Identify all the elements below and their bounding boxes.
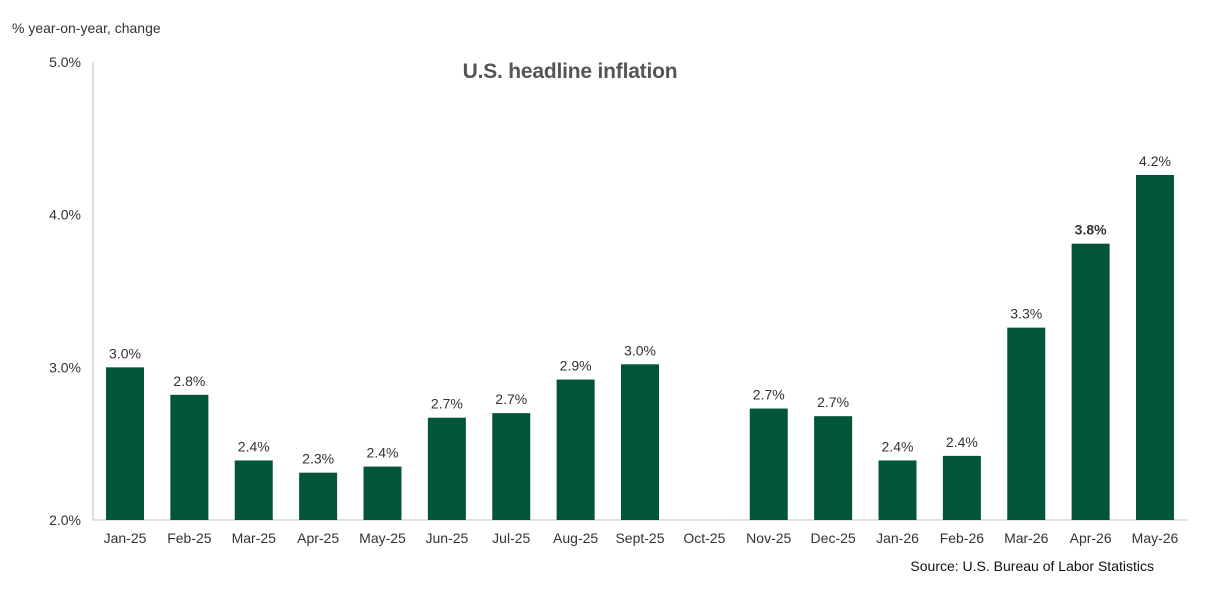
bar — [749, 408, 788, 520]
data-label: 2.7% — [753, 387, 785, 403]
x-tick-label: May-26 — [1132, 530, 1179, 546]
x-tick-label: Feb-25 — [167, 530, 212, 546]
x-tick-label: Jan-25 — [104, 530, 147, 546]
data-label: 2.4% — [882, 438, 914, 454]
y-tick-label: 4.0% — [49, 207, 81, 223]
data-label: 4.2% — [1139, 153, 1171, 169]
y-axis-label: % year-on-year, change — [12, 20, 161, 36]
data-label: 2.8% — [173, 373, 205, 389]
data-label: 2.3% — [302, 451, 334, 467]
bar — [1007, 327, 1046, 520]
data-label: 2.9% — [560, 358, 592, 374]
y-tick-label: 3.0% — [49, 359, 81, 375]
x-tick-label: Mar-25 — [232, 530, 277, 546]
bar — [106, 367, 144, 520]
x-tick-label: Apr-26 — [1070, 530, 1112, 546]
bar — [1071, 243, 1110, 520]
data-label: 3.0% — [624, 342, 656, 358]
data-label: 3.8% — [1075, 222, 1107, 238]
x-tick-label: Jul-25 — [492, 530, 530, 546]
x-tick-label: Aug-25 — [553, 530, 598, 546]
x-tick-label: May-25 — [359, 530, 406, 546]
y-tick-label: 2.0% — [49, 512, 81, 528]
y-tick-label: 5.0% — [49, 54, 81, 70]
bar — [556, 379, 595, 520]
data-label: 2.7% — [817, 394, 849, 410]
bar — [621, 364, 659, 520]
x-tick-label: Oct-25 — [683, 530, 725, 546]
bar — [363, 466, 402, 520]
data-label: 2.7% — [431, 396, 463, 412]
bar — [1136, 174, 1174, 520]
chart-title: U.S. headline inflation — [462, 60, 678, 83]
x-tick-label: Apr-25 — [297, 530, 339, 546]
bar — [492, 413, 531, 520]
x-tick-label: Mar-26 — [1004, 530, 1049, 546]
bar — [170, 394, 209, 520]
x-tick-label: Dec-25 — [811, 530, 856, 546]
bar — [942, 455, 981, 520]
x-tick-label: Jun-25 — [425, 530, 468, 546]
bar — [427, 417, 466, 520]
data-label: 3.3% — [1010, 306, 1042, 322]
bar — [299, 472, 338, 520]
data-label: 2.4% — [367, 445, 399, 461]
bar — [814, 416, 853, 520]
x-tick-label: Sept-25 — [615, 530, 664, 546]
source-note: Source: U.S. Bureau of Labor Statistics — [910, 558, 1154, 574]
data-label: 3.0% — [109, 345, 141, 361]
bar — [234, 460, 273, 520]
x-tick-label: Feb-26 — [940, 530, 985, 546]
bar — [878, 460, 917, 520]
x-tick-label: Jan-26 — [876, 530, 919, 546]
data-label: 2.4% — [238, 438, 270, 454]
x-tick-label: Nov-25 — [746, 530, 791, 546]
data-label: 2.4% — [946, 434, 978, 450]
data-label: 2.7% — [495, 391, 527, 407]
